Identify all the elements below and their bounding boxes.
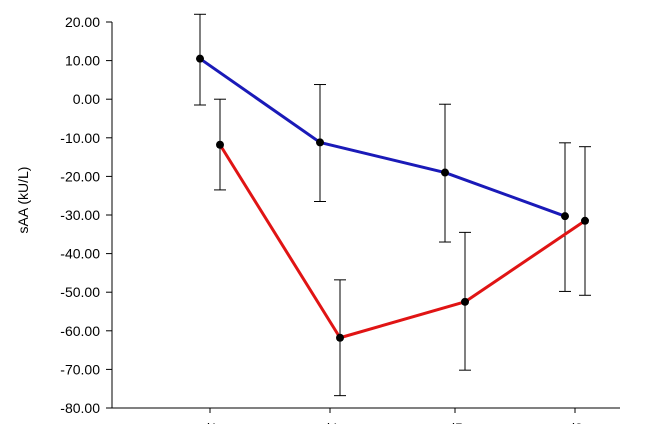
data-point <box>196 54 204 63</box>
x-tick-label: d1 <box>202 420 218 424</box>
data-point <box>461 297 469 306</box>
y-tick-label: 0.00 <box>73 91 100 107</box>
y-tick-label: -40.00 <box>60 246 100 262</box>
data-point <box>581 216 589 225</box>
data-point <box>316 138 324 147</box>
y-tick-label: 10.00 <box>65 53 100 69</box>
y-tick-label: -60.00 <box>60 323 100 339</box>
y-tick-label: -30.00 <box>60 207 100 223</box>
series-1 <box>194 13 571 292</box>
series-line <box>199 57 566 218</box>
data-point <box>441 168 449 177</box>
series-2 <box>214 98 591 397</box>
x-tick-label: d8 <box>567 420 583 424</box>
y-tick-label: -20.00 <box>60 168 100 184</box>
y-axis: 20.00 10.00 0.00 -10.00 -20.00 -30.00 -40.00 -5… <box>60 14 113 416</box>
series-group <box>194 13 591 397</box>
data-point <box>216 140 224 149</box>
data-point <box>336 333 344 342</box>
y-tick-label: -80.00 <box>60 400 100 416</box>
y-axis-title: sAA (kU/L) <box>15 167 31 234</box>
y-tick-label: 20.00 <box>65 14 100 30</box>
y-tick-label: -10.00 <box>60 130 100 146</box>
x-axis: d1 d4 d5 d8 <box>112 407 620 424</box>
series-line <box>218 143 586 340</box>
y-tick-label: -50.00 <box>60 284 100 300</box>
x-tick-label: d4 <box>322 420 338 424</box>
x-tick-label: d5 <box>447 420 463 424</box>
y-tick-label: -70.00 <box>60 361 100 377</box>
data-point <box>561 212 569 221</box>
